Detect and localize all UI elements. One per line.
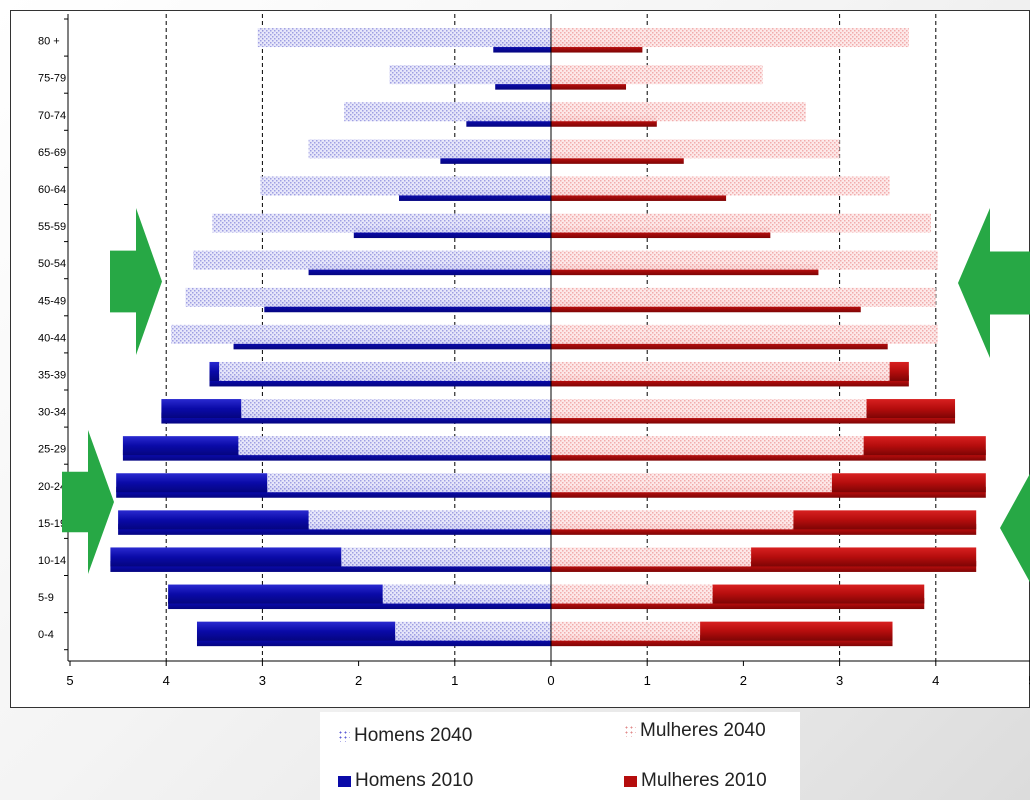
x-tick-label: 5: [66, 673, 73, 688]
bar-mulheres-2040-5-9: [551, 584, 713, 604]
x-tick-label: 3: [259, 673, 266, 688]
bar-mulheres-2040-0-4: [551, 621, 701, 641]
bar-homens-2040-60-64: [260, 176, 551, 196]
legend-swatch-homens-2010: [338, 775, 351, 787]
bar-mulheres-2040-70-74: [551, 102, 806, 122]
x-tick-label: 2: [355, 673, 362, 688]
legend-label-mulheres-2040: Mulheres 2040: [640, 720, 766, 741]
x-tick-label: 5: [1028, 673, 1030, 688]
bar-mulheres-2010-excess-10-14: [751, 547, 977, 567]
bar-homens-2040-55-59: [212, 213, 551, 233]
legend-label-mulheres-2010: Mulheres 2010: [641, 770, 767, 791]
bar-mulheres-2010-excess-35-39: [889, 361, 909, 381]
bar-mulheres-2040-80+: [551, 28, 909, 48]
category-label: 15-19: [38, 518, 66, 530]
arrow-right-lower: [62, 430, 114, 574]
bar-mulheres-2010-excess-5-9: [712, 584, 925, 604]
bar-homens-2040-0-4: [395, 621, 551, 641]
bar-mulheres-2010-excess-25-29: [863, 436, 986, 456]
x-tick-label: 4: [163, 673, 170, 688]
bar-mulheres-2040-50-54: [551, 250, 938, 270]
legend-label-homens-2010: Homens 2010: [355, 770, 474, 791]
bar-mulheres-2010-excess-0-4: [700, 621, 893, 641]
bar-mulheres-2010-excess-20-24: [831, 473, 986, 493]
bars: [110, 28, 986, 647]
bar-mulheres-2040-20-24: [551, 473, 832, 493]
bar-homens-2040-70-74: [344, 102, 551, 122]
bar-homens-2040-50-54: [193, 250, 552, 270]
bar-homens-2040-65-69: [308, 139, 551, 159]
bar-homens-2040-35-39: [219, 361, 552, 381]
bar-mulheres-2010-excess-30-34: [866, 399, 956, 419]
x-tick-label: 0: [547, 673, 554, 688]
bar-homens-2040-15-19: [308, 510, 551, 530]
category-label: 65-69: [38, 147, 66, 159]
legend-item-mulheres-2040: Mulheres 2040: [624, 720, 766, 742]
bar-mulheres-2010-excess-15-19: [793, 510, 977, 530]
legend-item-mulheres-2010: Mulheres 2010: [624, 770, 767, 792]
arrow-right-upper: [110, 208, 162, 355]
arrow-left-upper: [958, 208, 1030, 358]
legend-swatch-homens-2040: [338, 730, 350, 742]
bar-mulheres-2040-25-29: [551, 436, 864, 456]
bar-homens-2040-10-14: [341, 547, 551, 567]
category-label: 45-49: [38, 295, 66, 307]
bar-mulheres-2040-40-44: [551, 324, 938, 344]
category-label: 20-24: [38, 481, 66, 493]
axes: 0-4 5-9 10-14 15-19 20-24 25-29 30-34 35-39 40-4…: [38, 14, 1030, 688]
category-label: 40-44: [38, 332, 66, 344]
bar-homens-2010-excess-15-19: [118, 510, 309, 530]
bar-mulheres-2040-55-59: [551, 213, 931, 233]
bar-homens-2010-excess-5-9: [168, 584, 383, 604]
bar-homens-2010-excess-0-4: [196, 621, 396, 641]
legend-item-homens-2010: Homens 2010: [338, 770, 473, 792]
category-label: 5-9: [38, 592, 54, 604]
category-label: 0-4: [38, 629, 54, 641]
category-label: 70-74: [38, 110, 66, 122]
legend-background: [320, 712, 800, 800]
legend-swatch-mulheres-2040: [624, 725, 636, 737]
bar-mulheres-2040-75-79: [551, 65, 763, 85]
legend-label-homens-2040: Homens 2040: [354, 725, 473, 746]
bar-homens-2040-30-34: [241, 399, 551, 419]
bar-homens-2040-5-9: [382, 584, 551, 604]
bar-homens-2040-75-79: [389, 65, 551, 85]
bar-homens-2040-80+: [257, 28, 551, 48]
bar-homens-2040-40-44: [171, 324, 551, 344]
x-tick-label: 2: [740, 673, 747, 688]
category-label: 35-39: [38, 369, 66, 381]
category-label: 75-79: [38, 73, 66, 85]
x-tick-label: 4: [932, 673, 939, 688]
bar-homens-2010-excess-35-39: [209, 361, 220, 381]
bar-homens-2040-20-24: [267, 473, 551, 493]
x-tick-label: 1: [644, 673, 651, 688]
category-label: 55-59: [38, 221, 66, 233]
bar-mulheres-2040-65-69: [551, 139, 840, 159]
legend-item-homens-2040: Homens 2040: [338, 725, 472, 747]
category-label: 80 +: [38, 36, 60, 48]
x-tick-label: 3: [836, 673, 843, 688]
bar-homens-2010-excess-30-34: [161, 399, 242, 419]
bar-mulheres-2040-10-14: [551, 547, 752, 567]
bar-homens-2040-45-49: [185, 287, 551, 307]
bar-homens-2010-excess-25-29: [122, 436, 239, 456]
bar-homens-2010-excess-10-14: [110, 547, 342, 567]
category-label: 50-54: [38, 258, 66, 270]
x-tick-label: 1: [451, 673, 458, 688]
category-label: 60-64: [38, 184, 66, 196]
category-label: 10-14: [38, 555, 66, 567]
bar-mulheres-2040-15-19: [551, 510, 794, 530]
arrow-left-lower: [1000, 473, 1030, 583]
bar-homens-2040-25-29: [238, 436, 551, 456]
bar-homens-2010-excess-20-24: [116, 473, 268, 493]
bar-mulheres-2040-35-39: [551, 361, 890, 381]
category-label: 25-29: [38, 444, 66, 456]
bar-mulheres-2040-45-49: [551, 287, 936, 307]
bar-mulheres-2040-60-64: [551, 176, 890, 196]
legend-swatch-mulheres-2010: [624, 775, 637, 787]
category-label: 30-34: [38, 407, 66, 419]
bar-mulheres-2040-30-34: [551, 399, 867, 419]
arrows: [62, 208, 1030, 583]
